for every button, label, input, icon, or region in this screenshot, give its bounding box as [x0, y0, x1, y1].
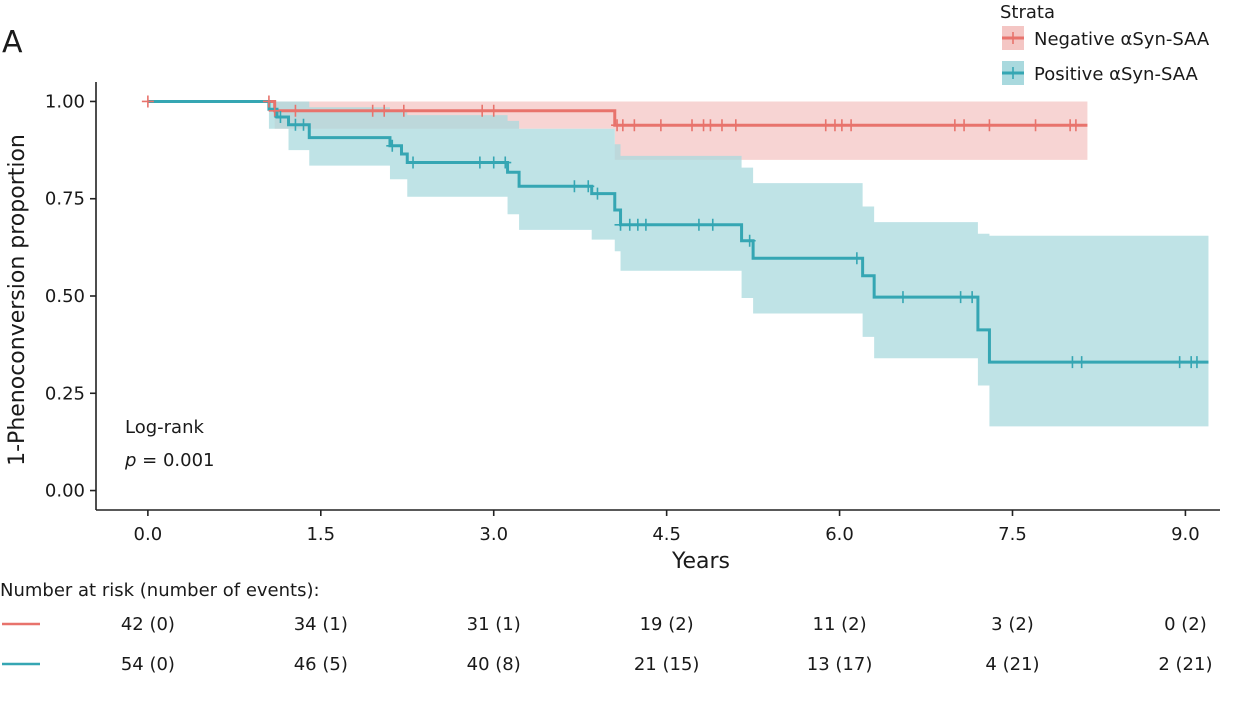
censor-mark: [954, 291, 967, 304]
y-tick-label: 0.00: [45, 481, 85, 502]
ci-band-positive: [147, 101, 1209, 427]
y-tick-label: 1.00: [45, 91, 85, 112]
censor-mark: [366, 104, 379, 117]
x-tick-label: 4.5: [652, 524, 681, 545]
risk-table-title: Number at risk (number of events):: [0, 580, 320, 601]
x-tick-label: 3.0: [479, 524, 508, 545]
p-symbol: p: [124, 450, 136, 471]
y-tick-label: 0.75: [45, 189, 85, 210]
censor-mark: [568, 180, 581, 193]
censor-mark: [274, 111, 287, 124]
censor-mark: [582, 180, 595, 193]
censor-mark: [743, 234, 756, 247]
censor-mark: [896, 291, 909, 304]
censor-mark: [628, 119, 641, 132]
censor-mark: [1173, 356, 1186, 369]
axes: 0.00 0.25 0.50 0.75 1.00 0.0 1.5 3.0 4.5 6.0 7.5 9.…: [45, 82, 1220, 545]
logrank-label: Log-rank: [125, 417, 204, 438]
censor-mark: [1075, 356, 1088, 369]
censor-mark: [729, 119, 742, 132]
risk-cell: 4 (21): [985, 654, 1039, 675]
censor-mark: [715, 119, 728, 132]
censor-mark: [397, 104, 410, 117]
risk-cell: 21 (15): [634, 654, 700, 675]
censor-mark: [983, 119, 996, 132]
x-tick-label: 1.5: [306, 524, 335, 545]
censor-mark: [591, 187, 604, 200]
logrank-annotation: Log-rank p = 0.001: [124, 417, 215, 471]
censor-mark: [289, 104, 302, 117]
censor-mark: [487, 104, 500, 117]
censor-mark: [845, 119, 858, 132]
risk-table: Number at risk (number of events): 42 (0…: [0, 580, 1212, 675]
risk-cell: 11 (2): [813, 614, 867, 635]
censor-mark: [386, 139, 399, 152]
censor-mark: [473, 156, 486, 169]
censor-mark: [692, 218, 705, 231]
censor-mark: [499, 156, 512, 169]
censor-mark: [268, 104, 281, 117]
legend: Strata Negative αSyn-SAA Positive αSyn-SA…: [1000, 2, 1210, 85]
censor-mark: [297, 118, 310, 131]
censor-mark: [487, 156, 500, 169]
plot-area: [141, 95, 1209, 427]
panel-label: A: [2, 25, 23, 60]
risk-cell: 19 (2): [640, 614, 694, 635]
legend-title: Strata: [1000, 2, 1055, 23]
x-tick-label: 7.5: [998, 524, 1027, 545]
risk-cell: 0 (2): [1164, 614, 1207, 635]
censor-mark: [686, 119, 699, 132]
y-tick-label: 0.25: [45, 383, 85, 404]
x-tick-label: 6.0: [825, 524, 854, 545]
censor-mark: [654, 119, 667, 132]
censor-mark: [966, 291, 979, 304]
risk-cell: 2 (21): [1158, 654, 1212, 675]
censor-mark: [262, 95, 275, 108]
risk-cell: 3 (2): [991, 614, 1034, 635]
y-axis-title: 1-Phenoconversion proportion: [5, 134, 30, 466]
risk-cell: 54 (0): [121, 654, 175, 675]
censor-mark: [850, 252, 863, 265]
censor-mark: [1029, 119, 1042, 132]
censor-mark: [378, 104, 391, 117]
p-value-text: = 0.001: [136, 450, 214, 471]
censor-mark: [639, 218, 652, 231]
censor-mark: [476, 104, 489, 117]
risk-cell: 46 (5): [294, 654, 348, 675]
p-value: p = 0.001: [124, 450, 215, 471]
legend-label: Negative αSyn-SAA: [1034, 29, 1210, 50]
x-axis-title: Years: [671, 549, 730, 574]
risk-cell: 13 (17): [807, 654, 873, 675]
censor-mark: [141, 95, 154, 108]
censor-mark: [704, 119, 717, 132]
censor-mark: [1069, 119, 1082, 132]
risk-cell: 31 (1): [467, 614, 521, 635]
risk-cell: 42 (0): [121, 614, 175, 635]
y-tick-label: 0.50: [45, 286, 85, 307]
risk-cell: 40 (8): [467, 654, 521, 675]
x-tick-label: 0.0: [134, 524, 163, 545]
x-tick-label: 9.0: [1171, 524, 1200, 545]
legend-label: Positive αSyn-SAA: [1034, 64, 1199, 85]
censor-mark: [616, 119, 629, 132]
censor-mark: [1190, 356, 1203, 369]
censor-mark: [958, 119, 971, 132]
censor-mark: [706, 218, 719, 231]
censor-mark: [407, 156, 420, 169]
risk-cell: 34 (1): [294, 614, 348, 635]
